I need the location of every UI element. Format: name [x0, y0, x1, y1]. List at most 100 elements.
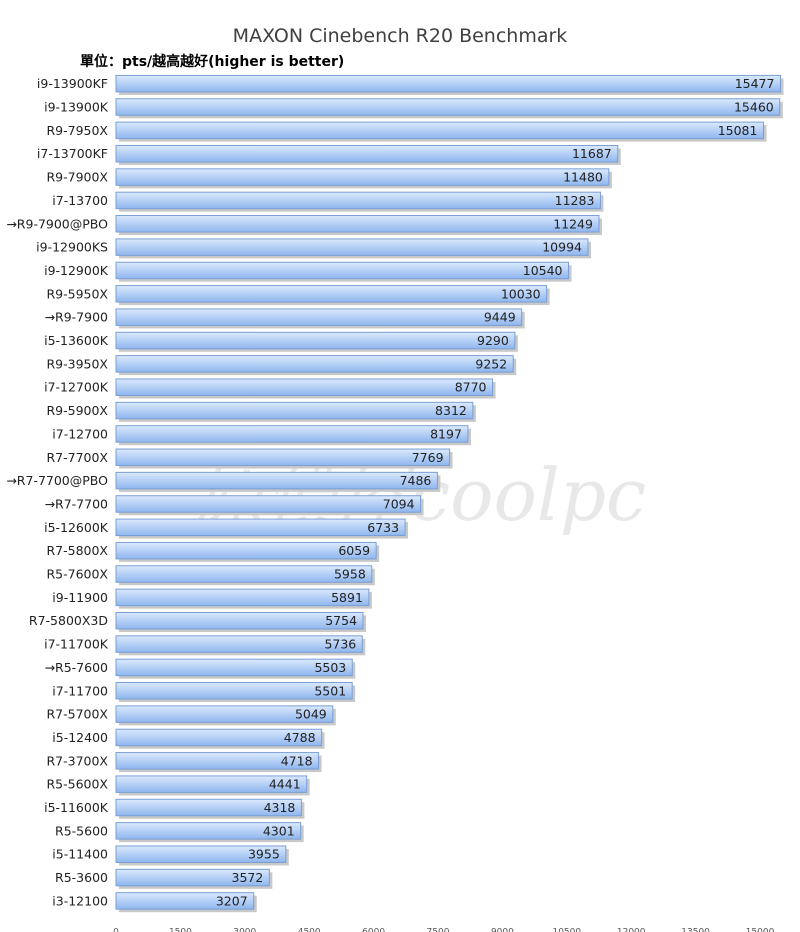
bar: [115, 798, 302, 817]
value-label: 10994: [542, 240, 582, 255]
bar: [115, 611, 364, 630]
category-label: →R7-7700@PBO: [6, 473, 108, 488]
category-label: R9-5900X: [46, 403, 108, 418]
value-label: 7769: [412, 450, 444, 465]
value-label: 9290: [477, 333, 509, 348]
value-label: 5503: [314, 660, 346, 675]
bar: [115, 121, 764, 140]
x-tick-label: 1500: [169, 928, 192, 932]
value-label: 3955: [248, 847, 280, 862]
bar: [115, 588, 370, 607]
value-label: 6733: [367, 520, 399, 535]
category-label: i5-13600K: [44, 333, 109, 348]
category-label: i5-12400: [52, 730, 108, 745]
bar: [115, 401, 474, 420]
category-label: R7-5700X: [46, 707, 108, 722]
value-label: 4441: [269, 777, 301, 792]
value-label: 11283: [555, 193, 595, 208]
value-label: 15460: [734, 100, 774, 115]
x-tick-label: 4500: [298, 928, 321, 932]
bar: [115, 74, 781, 93]
value-label: 9252: [475, 356, 507, 371]
category-label: i9-12900K: [44, 263, 109, 278]
bar: [115, 541, 377, 560]
bar: [115, 98, 781, 116]
category-label: i7-11700: [52, 683, 108, 698]
x-tick-label: 0: [113, 928, 119, 932]
category-label: R7-7700X: [46, 450, 108, 465]
category-label: i3-12100: [52, 893, 108, 908]
value-label: 5049: [295, 707, 327, 722]
chart-title: MAXON Cinebench R20 Benchmark: [233, 25, 568, 47]
bar: [115, 238, 589, 256]
category-label: R5-5600: [55, 823, 108, 838]
category-label: i9-12900KS: [36, 240, 108, 255]
bar: [115, 565, 373, 583]
category-label: i9-11900: [52, 590, 108, 605]
category-label: i7-13700: [52, 193, 108, 208]
category-label: →R9-7900@PBO: [6, 216, 108, 231]
category-label: i9-13900K: [44, 100, 109, 115]
category-label: i5-11600K: [44, 800, 109, 815]
x-tick-label: 10500: [552, 928, 581, 932]
bar: [115, 378, 494, 396]
x-tick-label: 15000: [746, 928, 775, 932]
bar: [115, 635, 363, 653]
value-label: 4718: [281, 753, 313, 768]
value-label: 4318: [264, 800, 296, 815]
category-label: R5-5600X: [46, 777, 108, 792]
x-tick-label: 6000: [362, 928, 385, 932]
bar: [115, 728, 323, 747]
x-tick-label: 12000: [617, 928, 646, 932]
bar: [115, 682, 353, 700]
bar: [115, 845, 287, 863]
x-tick-label: 13500: [681, 928, 710, 932]
bar: [115, 448, 451, 467]
category-label: i7-12700: [52, 426, 108, 441]
bar: [115, 285, 548, 303]
value-label: 15081: [718, 123, 758, 138]
x-tick-label: 9000: [491, 928, 514, 932]
bar: [115, 752, 320, 770]
category-label: R5-3600: [55, 870, 108, 885]
category-label: →R5-7600: [45, 660, 108, 675]
bar: [115, 868, 270, 887]
value-label: 8312: [435, 403, 467, 418]
value-label: 5754: [325, 613, 357, 628]
x-tick-label: 7500: [427, 928, 450, 932]
value-label: 4788: [284, 730, 316, 745]
bar: [115, 144, 619, 163]
category-label: i7-13700KF: [37, 146, 108, 161]
category-label: R9-7900X: [46, 170, 108, 185]
bar: [115, 658, 353, 677]
x-axis: 0 1500 3000 4500 6000 7500 9000 10500 12000 13500…: [113, 928, 774, 932]
category-label: R5-7600X: [46, 567, 108, 582]
bar: [115, 168, 610, 186]
bar: [115, 425, 469, 443]
value-label: 6059: [338, 543, 370, 558]
bar: [115, 518, 406, 537]
value-label: 4301: [263, 823, 295, 838]
value-label: 9449: [484, 310, 516, 325]
value-label: 10540: [523, 263, 563, 278]
bar: [115, 215, 600, 233]
value-label: 5736: [324, 637, 356, 652]
category-label: i5-12600K: [44, 520, 109, 535]
category-label: →R7-7700: [45, 496, 108, 511]
category-label: R9-5950X: [46, 286, 108, 301]
bars-group: i9-13900KF 15477 i9-13900K 15460 R9-7950X 150…: [6, 74, 784, 913]
category-label: R9-3950X: [46, 356, 108, 371]
bar: [115, 495, 422, 513]
value-label: 11249: [553, 216, 593, 231]
chart-subtitle: 單位：pts/越高越好(higher is better): [80, 53, 344, 70]
category-label: i5-11400: [52, 847, 108, 862]
bar: [115, 775, 308, 793]
category-label: R7-3700X: [46, 753, 108, 768]
bar: [115, 705, 334, 723]
bar: [115, 261, 570, 280]
category-label: R9-7950X: [46, 123, 108, 138]
x-tick-label: 3000: [233, 928, 256, 932]
value-label: 11687: [572, 146, 612, 161]
value-label: 5501: [314, 683, 346, 698]
